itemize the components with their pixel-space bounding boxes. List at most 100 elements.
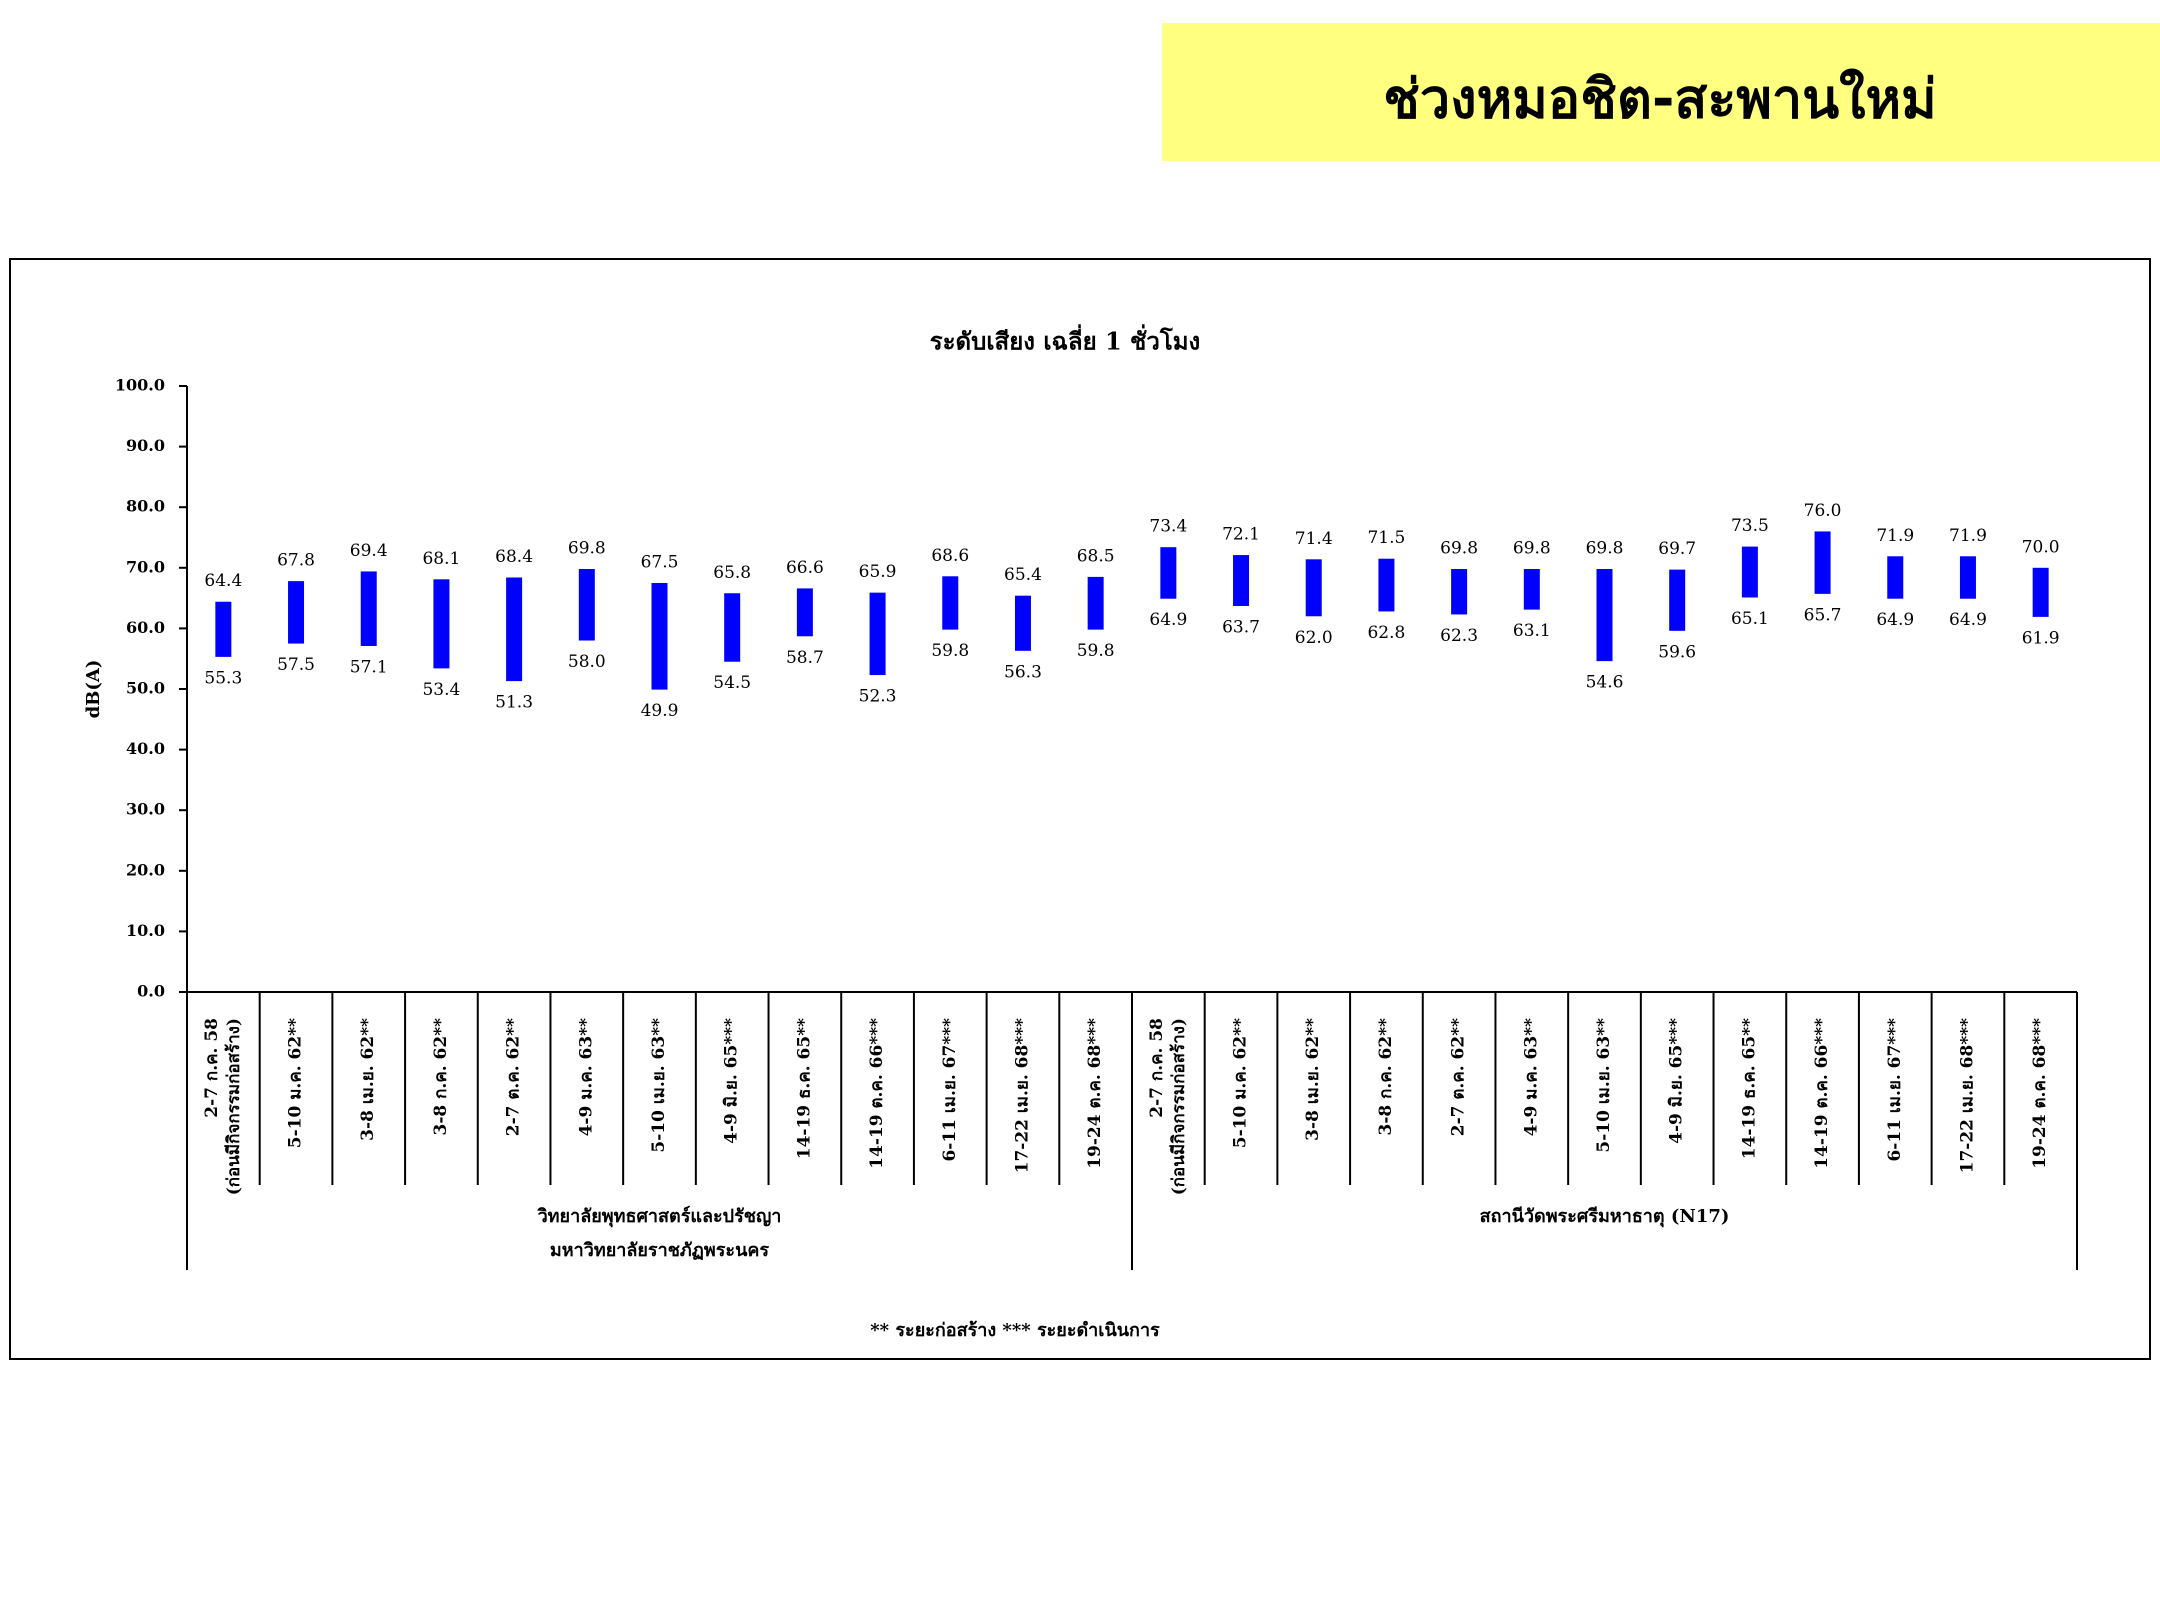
value-label: 70.0 <box>2022 537 2060 557</box>
y-tick-label: 50.0 <box>126 679 165 698</box>
x-tick-label: 2-7 ต.ค. 62** <box>504 1018 524 1136</box>
range-bar <box>578 569 595 641</box>
range-bar <box>360 571 377 646</box>
value-label: 73.5 <box>1731 516 1769 536</box>
range-bar <box>1233 555 1250 606</box>
x-tick-label: 3-8 เม.ย. 62** <box>1303 1018 1323 1141</box>
value-label: 69.4 <box>350 541 388 561</box>
value-label: 53.4 <box>422 680 460 700</box>
x-tick-label: 2-7 ก.ค. 58 <box>1147 1018 1167 1118</box>
range-bar <box>1014 595 1031 651</box>
x-tick-label: 2-7 ก.ค. 58 <box>202 1018 222 1118</box>
value-label: 49.9 <box>641 701 679 721</box>
range-bar <box>1378 558 1395 612</box>
value-label: 56.3 <box>1004 662 1042 682</box>
value-label: 54.6 <box>1586 673 1624 693</box>
value-label: 71.5 <box>1367 528 1405 548</box>
value-label: 63.1 <box>1513 621 1551 641</box>
page-title: ช่วงหมอชิต-สะพานใหม่ <box>1383 68 1936 131</box>
value-label: 58.7 <box>786 648 824 668</box>
x-tick-label: 4-9 มิ.ย. 65*** <box>1667 1018 1687 1144</box>
value-label: 76.0 <box>1804 501 1842 521</box>
x-tick-label: 5-10 เม.ย. 63** <box>1594 1018 1614 1153</box>
value-label: 66.6 <box>786 558 824 578</box>
range-bar <box>1596 569 1613 662</box>
x-tick-label: 5-10 เม.ย. 63** <box>649 1018 669 1153</box>
x-tick-label: (ก่อนมีกิจกรรมก่อสร้าง) <box>1168 1018 1189 1195</box>
value-label: 67.8 <box>277 551 315 571</box>
y-tick-label: 30.0 <box>126 800 165 819</box>
y-tick-label: 80.0 <box>126 497 165 516</box>
value-label: 61.9 <box>2022 628 2060 648</box>
value-label: 64.9 <box>1949 610 1987 630</box>
value-label: 71.4 <box>1295 529 1333 549</box>
value-label: 65.7 <box>1804 605 1842 625</box>
range-bar <box>1523 569 1540 610</box>
group-label: มหาวิทยาลัยราชภัฏพระนคร <box>550 1240 770 1261</box>
x-tick-label: 14-19 ธ.ค. 65** <box>1739 1018 1759 1159</box>
value-label: 69.8 <box>1586 539 1624 559</box>
y-tick-label: 10.0 <box>126 921 165 940</box>
x-tick-label: 2-7 ต.ค. 62** <box>1449 1018 1469 1136</box>
value-label: 65.9 <box>859 562 897 582</box>
value-label: 73.4 <box>1149 517 1187 537</box>
group-label: สถานีวัดพระศรีมหาธาตุ (N17) <box>1480 1206 1730 1228</box>
value-label: 65.4 <box>1004 565 1042 585</box>
x-tick-label: 17-22 เม.ย. 68*** <box>1012 1018 1032 1173</box>
value-label: 67.5 <box>641 552 679 572</box>
range-bar <box>1814 531 1831 594</box>
value-label: 59.6 <box>1658 642 1696 662</box>
value-label: 72.1 <box>1222 525 1260 545</box>
value-label: 62.0 <box>1295 628 1333 648</box>
range-bar <box>869 592 886 676</box>
range-bar <box>1959 556 1976 599</box>
y-tick-label: 20.0 <box>126 860 165 879</box>
group-label: วิทยาลัยพุทธศาสตร์และปรัชญา <box>537 1205 782 1228</box>
range-bar <box>1087 576 1104 630</box>
value-label: 59.8 <box>931 641 969 661</box>
range-bar <box>1305 559 1322 617</box>
footnote: ** ระยะก่อสร้าง *** ระยะดำเนินการ <box>870 1320 1160 1341</box>
range-bar <box>1741 546 1758 598</box>
value-label: 62.3 <box>1440 626 1478 646</box>
y-tick-label: 90.0 <box>126 436 165 455</box>
value-label: 57.5 <box>277 655 315 675</box>
value-label: 62.8 <box>1367 623 1405 643</box>
range-bar <box>724 593 741 662</box>
range-bar <box>942 576 959 630</box>
value-label: 55.3 <box>204 668 242 688</box>
range-bar <box>1451 569 1468 615</box>
x-tick-label: 14-19 ต.ค. 66*** <box>867 1018 887 1169</box>
x-tick-label: 3-8 ก.ค. 62** <box>1376 1018 1396 1136</box>
x-tick-label: 4-9 ม.ค. 63** <box>1521 1018 1541 1137</box>
x-tick-label: 4-9 มิ.ย. 65*** <box>722 1018 742 1144</box>
range-bar <box>796 588 813 637</box>
value-label: 68.6 <box>931 546 969 566</box>
value-label: 58.0 <box>568 652 606 672</box>
value-label: 68.5 <box>1077 546 1115 566</box>
range-bar <box>1669 569 1686 631</box>
value-label: 64.9 <box>1149 610 1187 630</box>
x-tick-label: 14-19 ธ.ค. 65** <box>794 1018 814 1159</box>
y-tick-label: 60.0 <box>126 618 165 637</box>
range-bar <box>2032 567 2049 617</box>
chart-title: ระดับเสียง เฉลี่ย 1 ชั่วโมง <box>930 324 1201 356</box>
range-bar <box>1887 556 1904 599</box>
range-bar <box>215 601 232 657</box>
range-bar <box>651 582 668 690</box>
x-tick-label: 17-22 เม.ย. 68*** <box>1957 1018 1977 1173</box>
value-label: 69.8 <box>568 539 606 559</box>
range-bar <box>506 577 523 682</box>
x-tick-label: 5-10 ม.ค. 62** <box>1231 1018 1251 1148</box>
range-bar <box>433 579 450 669</box>
value-label: 71.9 <box>1949 526 1987 546</box>
x-tick-label: 6-11 เม.ย. 67*** <box>940 1018 960 1162</box>
value-label: 54.5 <box>713 673 751 693</box>
title-box <box>1162 23 2160 161</box>
y-tick-label: 70.0 <box>126 557 165 576</box>
value-label: 68.1 <box>422 549 460 569</box>
range-bar <box>288 581 305 644</box>
chart-frame <box>9 258 2151 1360</box>
